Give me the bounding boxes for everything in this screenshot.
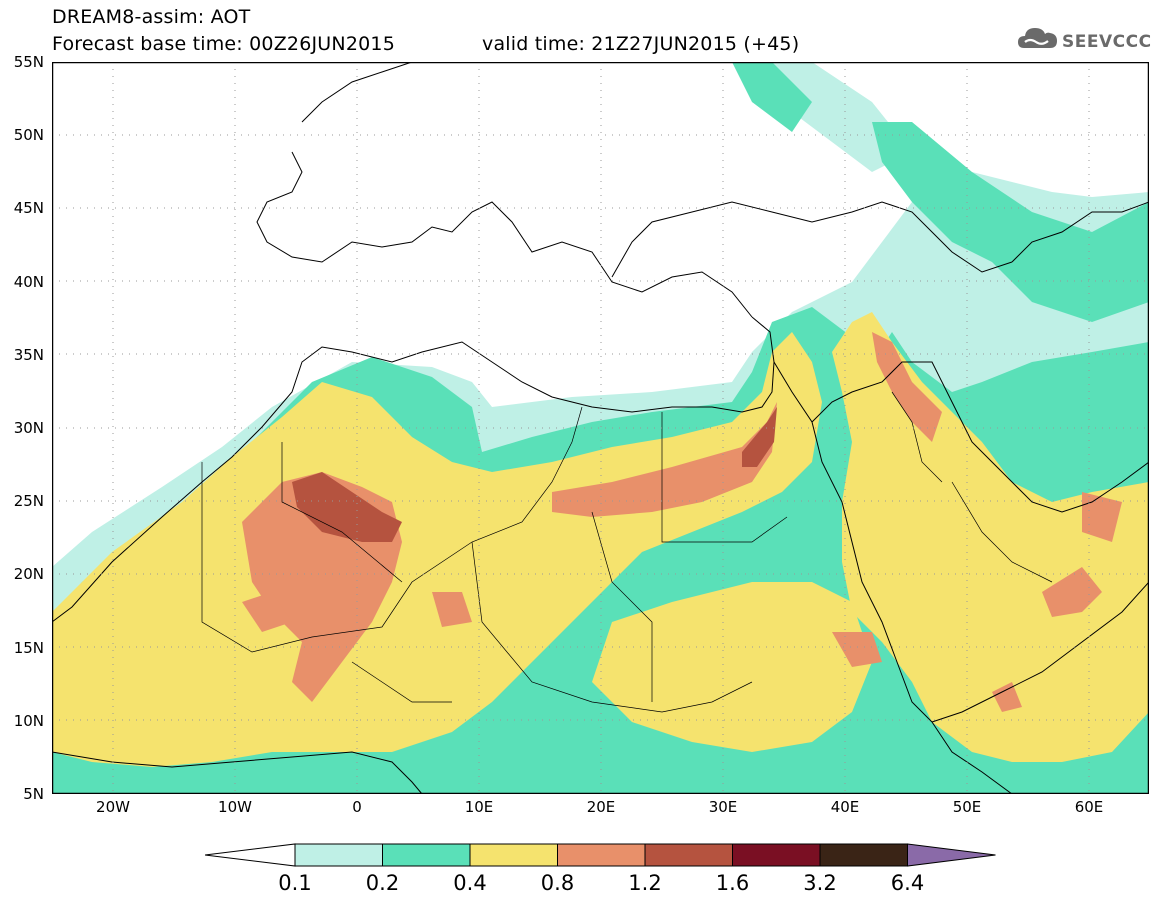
lat-label: 10N	[13, 711, 44, 730]
lon-label: 50E	[952, 798, 982, 816]
seevccc-logo: SEEVCCC	[1016, 22, 1156, 62]
map-frame	[52, 62, 1149, 794]
map-title: DREAM8-assim: AOT	[52, 6, 251, 28]
legend-level-label: 3.2	[803, 871, 837, 895]
graticule	[52, 62, 1149, 794]
lon-label: 30E	[708, 798, 738, 816]
color-legend	[205, 843, 996, 867]
base-time-text: Forecast base time: 00Z26JUN2015	[52, 33, 395, 55]
country-borders	[201, 391, 1053, 713]
legend-level-label: 1.2	[628, 871, 662, 895]
legend-level-label: 0.1	[278, 871, 312, 895]
coastlines	[52, 62, 1149, 794]
lon-label: 20W	[96, 798, 130, 816]
legend-swatch	[732, 843, 821, 867]
legend-arrow-high	[907, 843, 996, 867]
legend-level-label: 6.4	[890, 871, 925, 895]
legend-swatch	[382, 843, 471, 867]
legend-swatch	[294, 843, 383, 867]
lat-label: 50N	[13, 126, 44, 145]
lon-label: 40E	[830, 798, 860, 816]
lon-label: 10W	[218, 798, 252, 816]
legend-swatch	[644, 843, 733, 867]
legend-swatch	[469, 843, 558, 867]
lat-label: 20N	[13, 565, 44, 584]
legend-swatch	[819, 843, 908, 867]
lat-label: 55N	[13, 53, 44, 71]
aot-map	[52, 62, 1149, 794]
legend-arrow-low	[205, 843, 296, 867]
logo-text: SEEVCCC	[1062, 32, 1152, 52]
lat-label: 35N	[13, 345, 44, 364]
lat-label: 5N	[23, 785, 44, 803]
legend-level-label: 1.6	[715, 871, 750, 895]
aot-band-1.2	[292, 407, 777, 542]
legend-level-label: 0.8	[540, 871, 575, 895]
lat-label: 25N	[13, 492, 44, 511]
cloud-icon	[1018, 28, 1057, 48]
aot-band-0.4	[52, 312, 1149, 767]
forecast-base-time: Forecast base time: 00Z26JUN2015 valid ti…	[52, 33, 799, 55]
lon-label: 0	[352, 798, 362, 816]
legend-level-label: 0.4	[453, 871, 487, 895]
lat-label: 15N	[13, 638, 44, 657]
valid-time-text: valid time: 21Z27JUN2015 (+45)	[482, 33, 800, 55]
lon-label: 20E	[586, 798, 616, 816]
lat-label: 30N	[13, 419, 44, 437]
lat-label: 45N	[13, 199, 44, 218]
legend-level-label: 0.2	[365, 871, 400, 895]
lon-label: 10E	[464, 798, 494, 816]
legend-swatch	[557, 843, 646, 867]
lat-label: 40N	[13, 272, 44, 291]
lon-label: 60E	[1074, 798, 1104, 816]
